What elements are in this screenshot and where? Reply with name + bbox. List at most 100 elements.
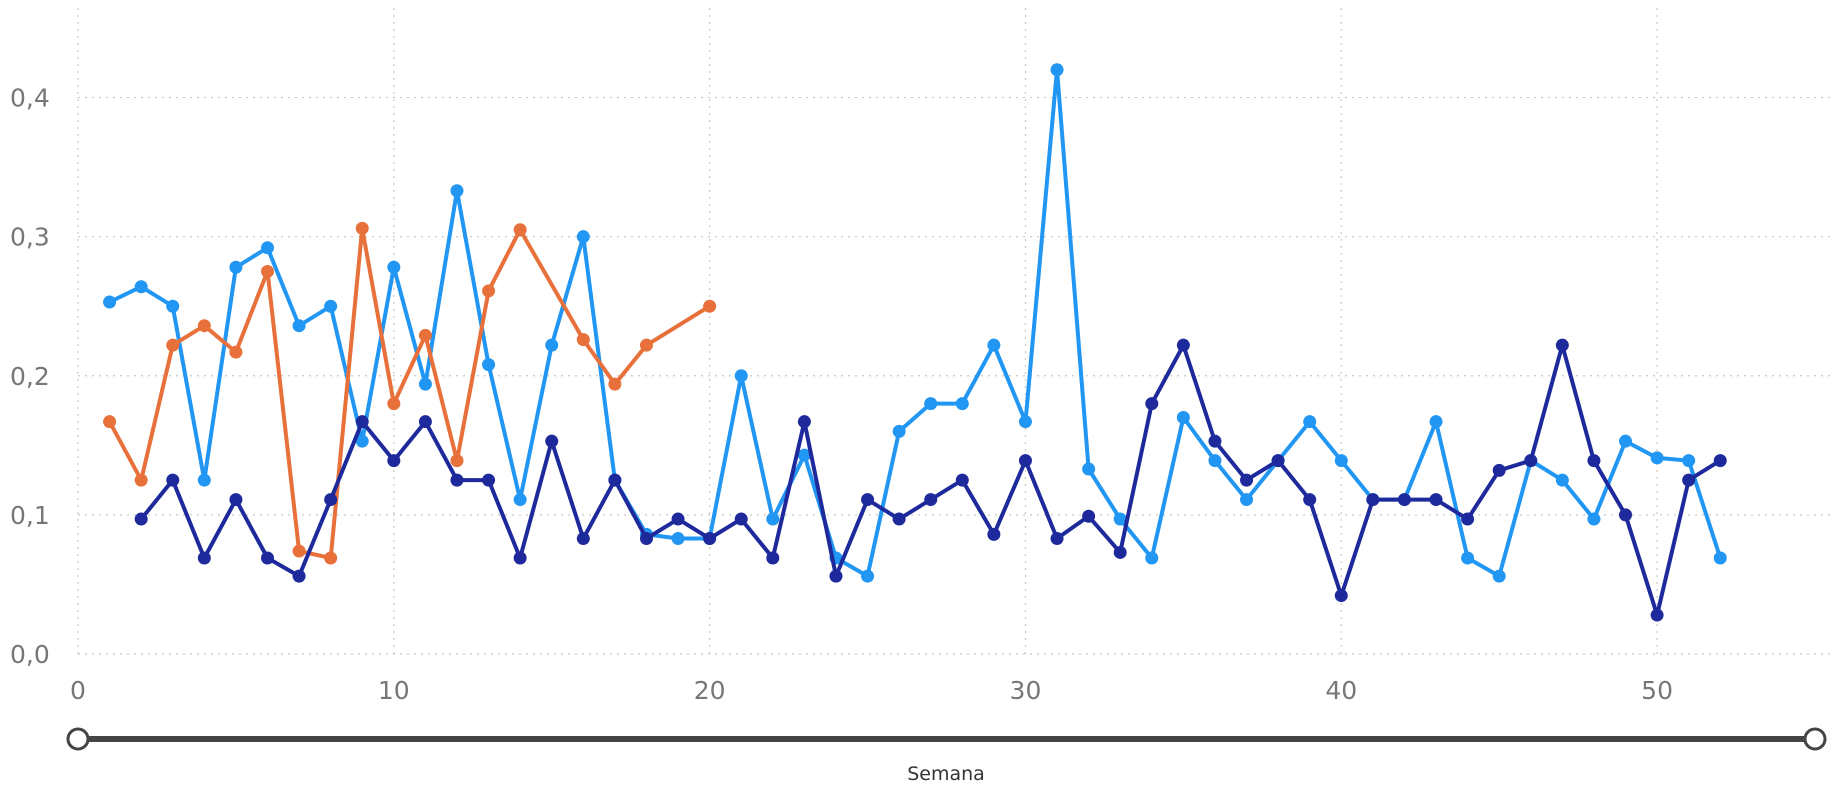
series-3-point[interactable] (1429, 493, 1443, 507)
series-1-point[interactable] (292, 319, 306, 333)
series-1-point[interactable] (545, 338, 559, 352)
series-1-point[interactable] (418, 377, 432, 391)
series-2-point[interactable] (387, 397, 401, 411)
series-3-point[interactable] (387, 454, 401, 468)
series-3-point[interactable] (1145, 397, 1159, 411)
series-1-point[interactable] (1208, 454, 1222, 468)
series-1-point[interactable] (987, 338, 1001, 352)
series-3-point[interactable] (450, 473, 464, 487)
series-3-point[interactable] (1587, 454, 1601, 468)
series-1-point[interactable] (1082, 462, 1096, 476)
series-1-point[interactable] (355, 434, 369, 448)
series-1-point[interactable] (1619, 434, 1633, 448)
series-2-point[interactable] (355, 221, 369, 235)
series-3-point[interactable] (1240, 473, 1254, 487)
series-1-point[interactable] (1334, 454, 1348, 468)
series-1-point[interactable] (166, 299, 180, 313)
series-2-point[interactable] (197, 319, 211, 333)
series-1-point[interactable] (197, 473, 211, 487)
series-3-point[interactable] (1334, 589, 1348, 603)
series-3-point[interactable] (1113, 545, 1127, 559)
series-3-point[interactable] (292, 569, 306, 583)
series-2-point[interactable] (639, 338, 653, 352)
series-2-point[interactable] (166, 338, 180, 352)
series-3-point[interactable] (797, 415, 811, 429)
series-3-point[interactable] (955, 473, 969, 487)
series-3-point[interactable] (1492, 463, 1506, 477)
series-1-point[interactable] (513, 493, 527, 507)
series-1-point[interactable] (797, 448, 811, 462)
series-2-point[interactable] (324, 551, 338, 565)
series-3-point[interactable] (1208, 434, 1222, 448)
series-2-point[interactable] (482, 284, 496, 298)
series-1-point[interactable] (1555, 473, 1569, 487)
series-2-point[interactable] (292, 544, 306, 558)
series-3-point[interactable] (1713, 454, 1727, 468)
series-3-point[interactable] (766, 551, 780, 565)
series-3-point[interactable] (324, 493, 338, 507)
series-3-point[interactable] (1619, 508, 1633, 522)
series-1-point[interactable] (1429, 415, 1443, 429)
series-1-point[interactable] (1303, 415, 1317, 429)
series-1-point[interactable] (387, 260, 401, 274)
series-3-point[interactable] (197, 551, 211, 565)
series-2-point[interactable] (229, 345, 243, 359)
series-3-point[interactable] (1176, 338, 1190, 352)
slider-start-handle[interactable] (66, 727, 90, 751)
series-1-point[interactable] (1050, 63, 1064, 77)
series-1-point[interactable] (1587, 512, 1601, 526)
series-3-point[interactable] (418, 415, 432, 429)
series-3-point[interactable] (829, 569, 843, 583)
series-3-point[interactable] (1303, 493, 1317, 507)
series-3-point[interactable] (734, 512, 748, 526)
series-3-point[interactable] (892, 512, 906, 526)
series-1-point[interactable] (1018, 415, 1032, 429)
series-3-point[interactable] (1050, 532, 1064, 546)
series-1-point[interactable] (766, 512, 780, 526)
series-1-point[interactable] (103, 295, 117, 309)
series-3-point[interactable] (260, 551, 274, 565)
series-3-point[interactable] (1461, 512, 1475, 526)
series-1-point[interactable] (734, 369, 748, 383)
series-1-point[interactable] (924, 397, 938, 411)
series-1-point[interactable] (1145, 551, 1159, 565)
series-2-point[interactable] (418, 328, 432, 342)
series-3-point[interactable] (1082, 509, 1096, 523)
series-3-point[interactable] (134, 512, 148, 526)
range-slider[interactable] (66, 727, 1827, 751)
series-1-point[interactable] (482, 358, 496, 372)
series-1-point[interactable] (1713, 551, 1727, 565)
series-3-point[interactable] (924, 493, 938, 507)
series-2-point[interactable] (703, 299, 717, 313)
series-1-point[interactable] (1240, 493, 1254, 507)
series-1-point[interactable] (260, 241, 274, 255)
series-2-point[interactable] (608, 377, 622, 391)
series-1-point[interactable] (955, 397, 969, 411)
series-1-point[interactable] (1113, 512, 1127, 526)
series-3-point[interactable] (987, 527, 1001, 541)
series-3-point[interactable] (1524, 454, 1538, 468)
series-3-point[interactable] (639, 532, 653, 546)
series-1-point[interactable] (576, 230, 590, 244)
series-3-point[interactable] (166, 473, 180, 487)
series-3-point[interactable] (545, 434, 559, 448)
series-1-point[interactable] (1682, 454, 1696, 468)
series-3-point[interactable] (1397, 493, 1411, 507)
series-2-point[interactable] (513, 223, 527, 237)
series-3-point[interactable] (1650, 608, 1664, 622)
series-3-point[interactable] (861, 493, 875, 507)
series-1-point[interactable] (1650, 451, 1664, 465)
series-1-point[interactable] (861, 569, 875, 583)
series-2-point[interactable] (576, 333, 590, 347)
series-3-point[interactable] (1271, 454, 1285, 468)
series-1-point[interactable] (450, 184, 464, 198)
series-1-point[interactable] (892, 424, 906, 438)
series-3-point[interactable] (608, 473, 622, 487)
series-1-point[interactable] (671, 532, 685, 546)
series-1-point[interactable] (1176, 411, 1190, 425)
series-3-point[interactable] (482, 473, 496, 487)
series-3-point[interactable] (1018, 454, 1032, 468)
slider-end-handle[interactable] (1803, 727, 1827, 751)
series-2-point[interactable] (260, 264, 274, 278)
series-3-point[interactable] (1682, 473, 1696, 487)
